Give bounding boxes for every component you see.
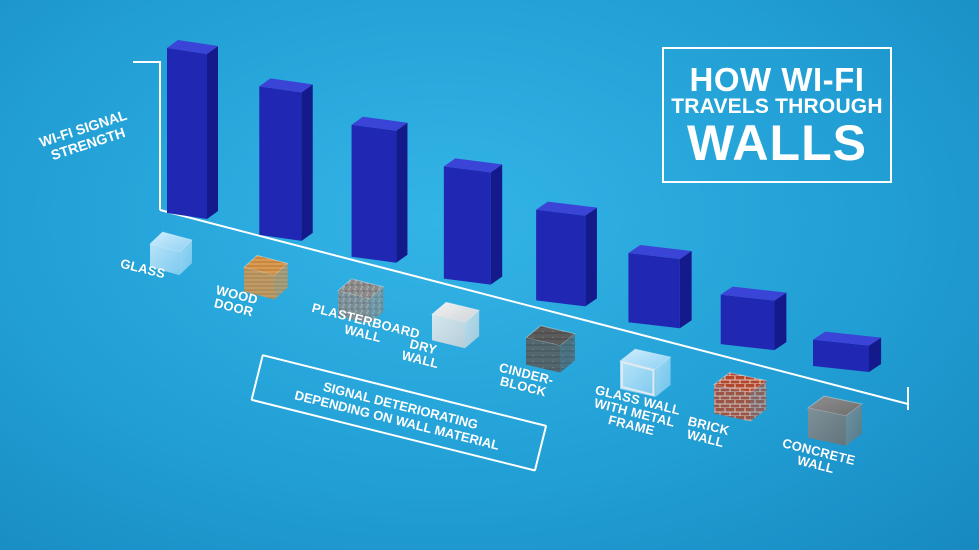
bar-front-face: [443, 166, 491, 285]
title-line-1: HOW WI-FI: [689, 60, 865, 98]
bar-top-face: [259, 78, 313, 93]
bars: [167, 40, 882, 372]
bar-top-face: [351, 116, 408, 131]
bar: [443, 158, 503, 285]
drywall-icon: [430, 301, 481, 349]
concrete-icon: [806, 395, 864, 446]
bar: [813, 331, 882, 372]
plasterboard-icon: [336, 278, 385, 324]
material-tiles: [149, 231, 864, 446]
cinderblock-icon: [524, 325, 576, 373]
bar-side-face: [869, 337, 882, 372]
x-axis-line: [159, 209, 909, 405]
bar-front-face: [536, 209, 586, 307]
bar-top-face: [628, 244, 692, 259]
bar: [720, 286, 787, 351]
bar-top-face: [167, 40, 218, 54]
bar-front-face: [628, 252, 680, 329]
wood-icon: [242, 254, 289, 300]
title-box: HOW WI-FI TRAVELS THROUGH WALLS: [662, 47, 892, 183]
bar-front-face: [813, 339, 869, 372]
bar-side-face: [396, 122, 408, 263]
bar-top-face: [813, 331, 882, 346]
bar-side-face: [301, 84, 313, 241]
bar-side-face: [490, 164, 503, 285]
bar-front-face: [167, 48, 207, 219]
bar-top-face: [720, 286, 787, 301]
bar: [259, 78, 313, 241]
bar-side-face: [679, 250, 692, 329]
bar-front-face: [351, 124, 397, 263]
y-axis-line: [133, 61, 161, 210]
bar: [628, 244, 692, 329]
title-line-2: TRAVELS THROUGH: [671, 94, 883, 118]
bar-front-face: [259, 86, 302, 241]
bar-front-face: [720, 294, 775, 351]
brick-icon: [712, 372, 768, 422]
bar: [536, 201, 597, 307]
bar-top-face: [536, 201, 597, 216]
title-line-3: WALLS: [687, 114, 867, 171]
bar-side-face: [774, 292, 787, 351]
glass-metal-frame-icon: [618, 348, 672, 397]
bar-side-face: [207, 46, 218, 219]
bar-top-face: [443, 158, 503, 173]
bar: [351, 116, 408, 263]
bar-side-face: [585, 207, 597, 307]
bar: [167, 40, 218, 219]
glass-icon: [149, 231, 193, 276]
